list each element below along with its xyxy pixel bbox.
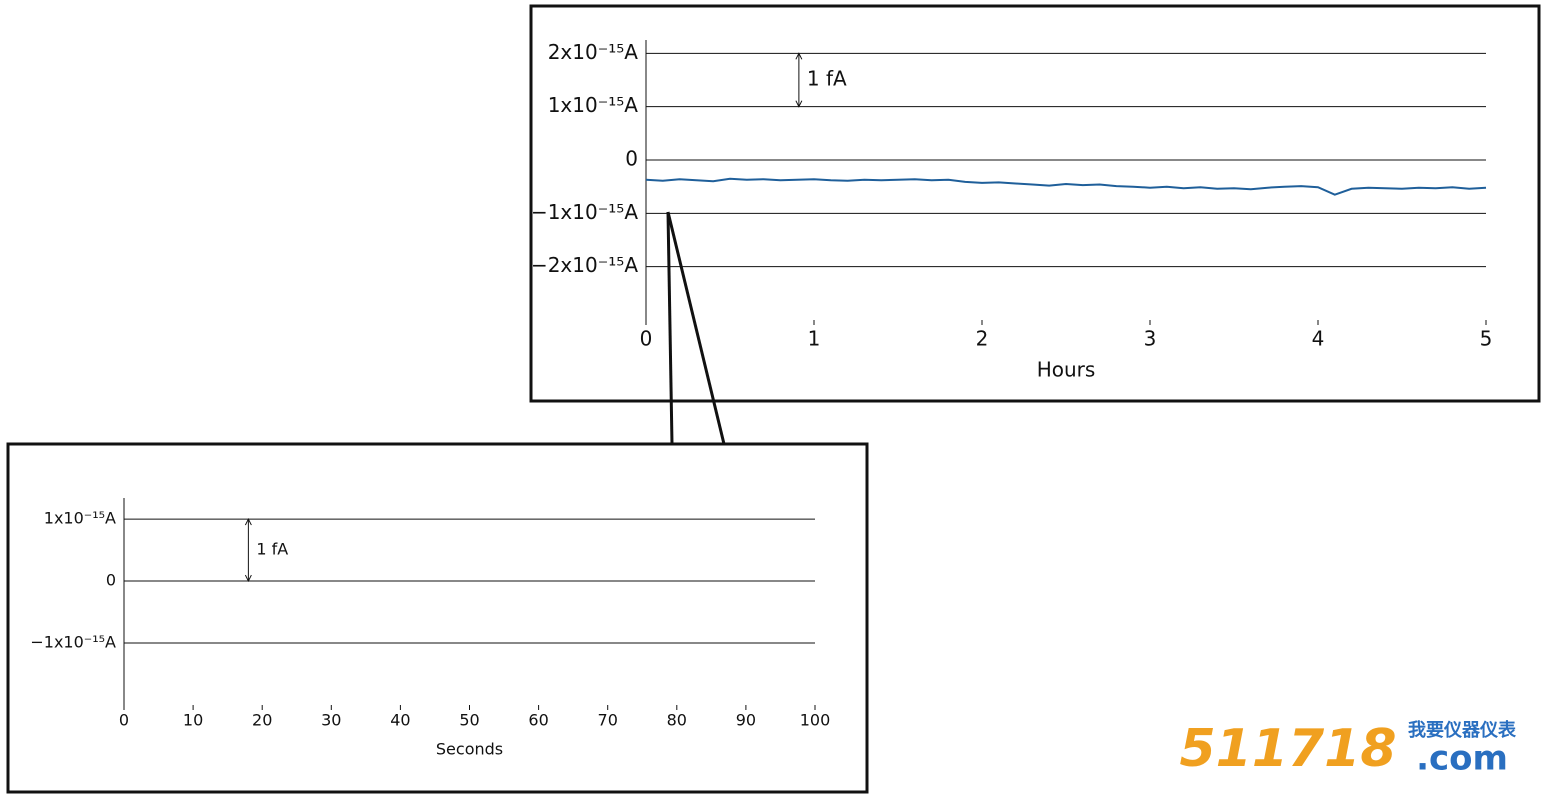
watermark-domain: .com (1416, 739, 1508, 779)
x-tick-label: 1 (808, 327, 821, 351)
x-tick-label: 40 (390, 711, 410, 730)
y-tick-label: 0 (625, 147, 638, 171)
arrow-head (795, 52, 803, 108)
y-tick-label: 1x10⁻¹⁵A (44, 509, 116, 528)
x-tick-label: 30 (321, 711, 341, 730)
arrow-head (244, 517, 252, 583)
x-tick-label: 50 (459, 711, 479, 730)
x-tick-label: 3 (1144, 327, 1157, 351)
watermark-number: 511718 (1179, 719, 1396, 779)
x-tick-label: 0 (119, 711, 129, 730)
upper-panel (529, 4, 1541, 403)
y-tick-label: 1x10⁻¹⁵A (548, 93, 639, 117)
y-tick-label: −1x10⁻¹⁵A (531, 200, 638, 224)
x-tick-label: 0 (640, 327, 653, 351)
x-tick-label: 60 (528, 711, 548, 730)
annotation: 1 fA (256, 540, 288, 559)
x-tick-label: 4 (1312, 327, 1325, 351)
x-tick-label: 2 (976, 327, 989, 351)
y-tick-label: 2x10⁻¹⁵A (548, 40, 639, 64)
zoom-connector (666, 211, 674, 445)
x-tick-label: 70 (598, 711, 618, 730)
y-tick-label: −1x10⁻¹⁵A (30, 633, 116, 652)
lower-panel (6, 442, 869, 794)
x-tick-label: 5 (1480, 327, 1493, 351)
x-axis-label: Hours (1037, 358, 1096, 382)
x-tick-label: 20 (252, 711, 272, 730)
y-tick-label: −2x10⁻¹⁵A (531, 253, 638, 277)
zoom-connector (666, 211, 726, 445)
x-axis-label: Seconds (436, 740, 503, 759)
x-tick-label: 90 (736, 711, 756, 730)
x-tick-label: 100 (800, 711, 831, 730)
x-tick-label: 10 (183, 711, 203, 730)
y-tick-label: 0 (106, 571, 116, 590)
annotation: 1 fA (807, 67, 847, 91)
x-tick-label: 80 (667, 711, 687, 730)
data-line (645, 177, 1487, 196)
watermark-name: 我要仪器仪表 (1408, 719, 1517, 741)
